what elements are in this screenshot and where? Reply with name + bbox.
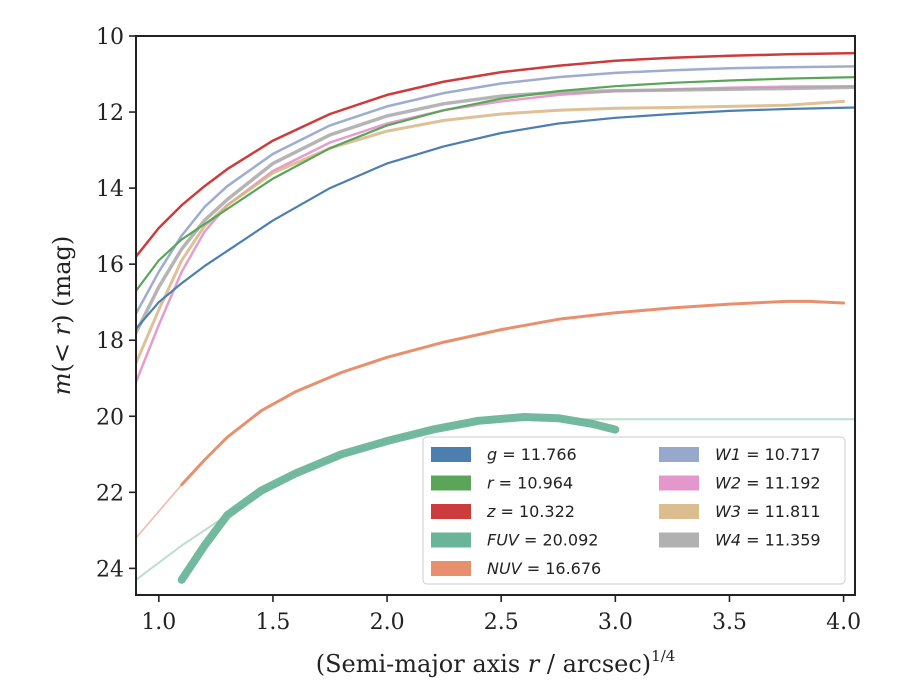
y-tick-label-0: 10 xyxy=(96,25,124,50)
legend-swatch-1 xyxy=(431,475,471,491)
series-line-2 xyxy=(136,51,855,258)
legend-entry-4: NUV = 16.676 xyxy=(487,559,601,578)
series-line-8 xyxy=(136,85,855,335)
legend-entry-value-3: = 20.092 xyxy=(519,531,599,550)
legend-entry-8: W4 = 11.359 xyxy=(715,531,821,550)
series-line-0 xyxy=(136,106,855,330)
legend-swatch-3 xyxy=(431,532,471,548)
legend-entry-value-8: = 11.359 xyxy=(741,531,821,550)
legend-swatch-0 xyxy=(431,447,471,462)
legend-entry-value-7: = 11.811 xyxy=(741,502,821,521)
x-tick-label-5: 3.5 xyxy=(712,610,747,635)
x-tick-label-2: 2.0 xyxy=(370,610,405,635)
legend-entry-var-4: NUV xyxy=(487,559,523,578)
legend-entry-var-3: FUV xyxy=(487,531,520,550)
legend-swatch-5 xyxy=(659,447,699,462)
legend-entry-value-6: = 11.192 xyxy=(741,474,821,493)
legend-entry-value-0: = 11.766 xyxy=(497,445,577,464)
legend-entry-7: W3 = 11.811 xyxy=(715,502,821,521)
y-axis-label: m(< r) (mag) xyxy=(48,236,76,396)
legend-swatch-7 xyxy=(659,504,699,519)
x-tick-label-3: 2.5 xyxy=(484,610,519,635)
legend-swatch-8 xyxy=(659,532,699,548)
legend-entry-value-4: = 16.676 xyxy=(522,559,602,578)
x-axis: 1.0 1.5 2.0 2.5 3.0 3.5 4.0 xyxy=(141,595,861,635)
y-tick-label-4: 18 xyxy=(96,329,124,354)
legend-entry-value-5: = 10.717 xyxy=(741,445,821,464)
x-axis-label: (Semi-major axis r / arcsec)1/4 xyxy=(316,647,676,678)
legend-entry-2: z = 10.322 xyxy=(486,502,575,521)
legend-entry-5: W1 = 10.717 xyxy=(715,445,821,464)
y-tick-label-6: 22 xyxy=(96,481,124,506)
series-line-7 xyxy=(136,99,846,365)
legend-swatch-6 xyxy=(659,475,699,491)
series-line-4 xyxy=(180,299,846,487)
legend-entry-var-7: W3 xyxy=(715,502,741,521)
legend-entry-var-2: z xyxy=(486,502,496,521)
legend-entry-var-5: W1 xyxy=(715,445,741,464)
x-tick-label-0: 1.0 xyxy=(141,610,176,635)
legend-swatch-2 xyxy=(431,504,471,519)
legend-frame xyxy=(422,436,846,585)
legend-entry-6: W2 = 11.192 xyxy=(715,474,821,493)
legend-entry-value-1: = 10.964 xyxy=(494,474,574,493)
x-tick-label-4: 3.0 xyxy=(598,610,633,635)
legend-entry-1: r = 10.964 xyxy=(487,474,573,493)
y-tick-label-1: 12 xyxy=(96,101,124,126)
legend-entry-var-8: W4 xyxy=(715,531,741,550)
series-line-5 xyxy=(136,65,855,315)
y-tick-label-2: 14 xyxy=(96,177,124,202)
y-tick-label-3: 16 xyxy=(96,253,124,278)
y-tick-label-5: 20 xyxy=(96,405,124,430)
plot-area xyxy=(136,51,855,584)
legend-entry-3: FUV = 20.092 xyxy=(487,531,598,550)
legend-entry-var-1: r xyxy=(487,474,495,493)
legend-swatch-4 xyxy=(431,561,471,576)
series-line-1 xyxy=(136,76,855,292)
y-tick-label-7: 24 xyxy=(96,557,124,582)
series-line-3 xyxy=(177,413,620,584)
y-axis: 10 12 14 16 18 20 22 24 xyxy=(96,25,136,582)
legend-entry-0: g = 11.766 xyxy=(487,445,577,464)
x-tick-label-6: 4.0 xyxy=(826,610,861,635)
legend-entry-var-6: W2 xyxy=(715,474,741,493)
legend-entry-value-2: = 10.322 xyxy=(495,502,575,521)
legend-entry-var-0: g xyxy=(487,445,497,464)
x-tick-label-1: 1.5 xyxy=(255,610,290,635)
axes-frame xyxy=(135,35,856,596)
